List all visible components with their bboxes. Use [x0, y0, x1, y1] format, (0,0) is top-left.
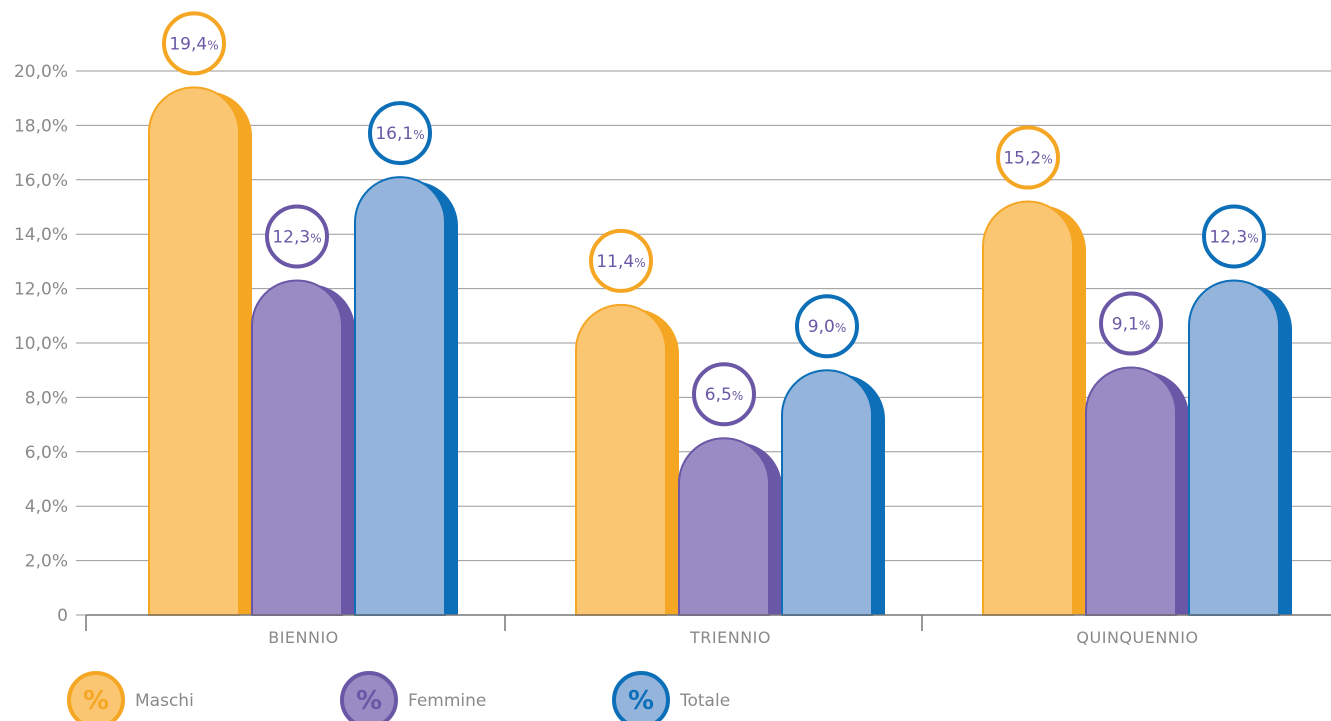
bar [678, 437, 770, 616]
percent-icon: % [628, 686, 654, 716]
data-label-circle [1202, 204, 1266, 269]
data-label-circle [368, 101, 432, 166]
data-label-circle [996, 125, 1060, 190]
bar [982, 200, 1074, 616]
x-category-label: QUINQUENNIO [1076, 628, 1198, 647]
data-label-text: 9,0% [808, 317, 846, 337]
data-label-circle [692, 362, 756, 427]
data-label-text: 9,1% [1112, 314, 1150, 334]
legend-label: Maschi [135, 691, 194, 711]
bar [781, 369, 873, 616]
data-label-text: 12,3% [272, 227, 321, 247]
y-axis-ticks: 0 2,0% 4,0% 6,0% 8,0% 10,0% 12,0% 14,0% 16,0% 18,… [14, 62, 68, 626]
bar [251, 279, 343, 616]
y-tick-label: 20,0% [14, 62, 68, 82]
y-tick-label: 10,0% [14, 334, 68, 354]
data-label: 16,1% [368, 101, 432, 166]
y-tick-label: 12,0% [14, 280, 68, 300]
data-label-text: 6,5% [705, 385, 743, 405]
data-label: 12,3% [265, 204, 329, 269]
y-tick-label: 16,0% [14, 171, 68, 191]
data-label: 15,2% [996, 125, 1060, 190]
data-label-text: 19,4% [169, 34, 218, 54]
bar [1188, 279, 1280, 616]
data-label-circle [162, 11, 226, 76]
legend-label: Femmine [408, 691, 486, 711]
bar [575, 303, 667, 616]
legend-item: % Totale [612, 671, 730, 721]
value-labels: 19,4% 12,3% 16,1% 11,4% 6,5% 9,0% 15,2% 9,1% 12,… [162, 11, 1266, 427]
y-tick-label: 6,0% [25, 443, 68, 463]
y-tick-label: 14,0% [14, 225, 68, 245]
legend-swatch [612, 671, 670, 721]
data-label-text: 12,3% [1209, 227, 1258, 247]
data-label-text: 15,2% [1003, 149, 1052, 169]
y-tick-label: 18,0% [14, 116, 68, 136]
bar [1085, 366, 1177, 616]
data-label-circle [795, 294, 859, 359]
y-tick-label: 4,0% [25, 497, 68, 517]
percent-icon: % [83, 686, 109, 716]
data-label: 11,4% [589, 228, 653, 293]
y-tick-label: 8,0% [25, 388, 68, 408]
data-label: 19,4% [162, 11, 226, 76]
data-label-circle [265, 204, 329, 269]
x-axis: BIENNIO TRIENNIO QUINQUENNIO [85, 614, 1331, 647]
y-tick-label: 2,0% [25, 552, 68, 572]
legend-label: Totale [679, 691, 730, 711]
data-label: 9,1% [1099, 291, 1163, 356]
data-label-circle [1099, 291, 1163, 356]
y-tick-label: 0 [57, 606, 68, 626]
legend: % Maschi% Femmine% Totale [67, 671, 730, 721]
data-label-text: 11,4% [596, 252, 645, 272]
data-label-circle [589, 228, 653, 293]
bar [354, 176, 446, 616]
data-label: 12,3% [1202, 204, 1266, 269]
percent-icon: % [356, 686, 382, 716]
x-category-label: TRIENNIO [689, 628, 771, 647]
legend-item: % Maschi [67, 671, 194, 721]
data-label-text: 16,1% [375, 124, 424, 144]
legend-swatch [67, 671, 125, 721]
bar [148, 86, 240, 616]
bars [148, 86, 1292, 616]
data-label: 6,5% [692, 362, 756, 427]
legend-swatch [340, 671, 398, 721]
x-category-label: BIENNIO [268, 628, 339, 647]
legend-item: % Femmine [340, 671, 486, 721]
data-label: 9,0% [795, 294, 859, 359]
